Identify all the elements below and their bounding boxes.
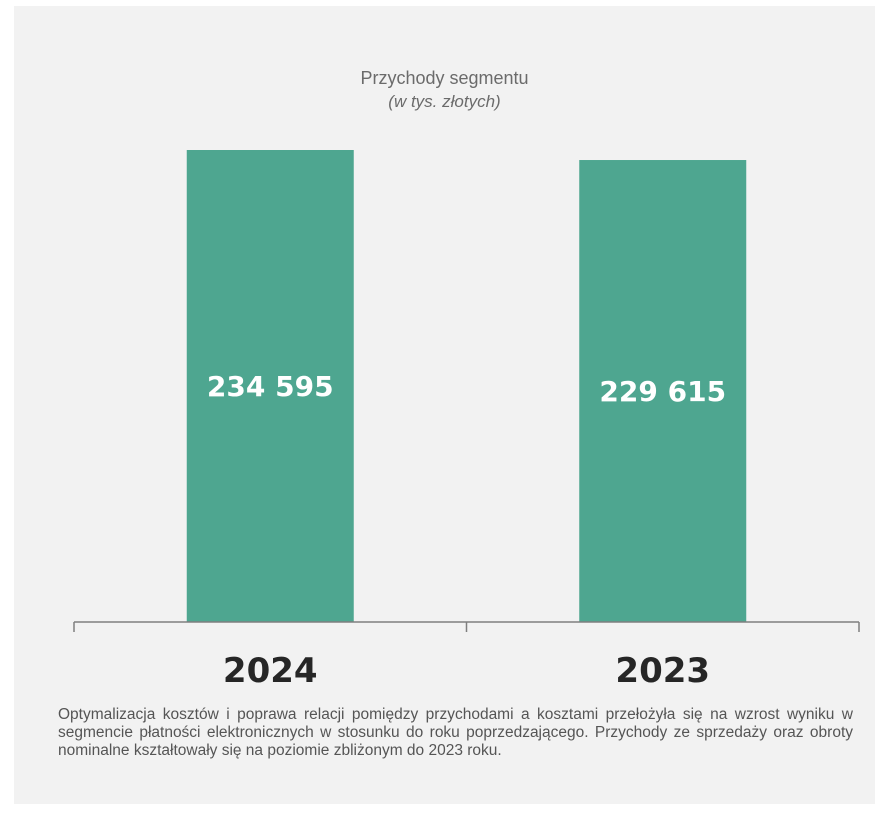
chart-subtitle: (w tys. złotych): [388, 92, 501, 111]
chart-title: Przychody segmentu: [360, 68, 529, 88]
chart-panel: Przychody segmentu (w tys. złotych) 234 …: [14, 6, 875, 804]
x-axis: [73, 621, 860, 632]
bar-2024: [186, 150, 354, 622]
data-label-2023: 229 615: [599, 375, 726, 408]
data-label-2024: 234 595: [207, 370, 334, 403]
labels-layer: 234 595 2024 229 615 2023: [207, 370, 726, 691]
bar-chart: 234 595 2024 229 615 2023: [73, 150, 860, 691]
x-tick-label-2024: 2024: [223, 651, 318, 691]
description-text: Optymalizacja kosztów i poprawa relacji …: [58, 706, 853, 759]
x-tick-label-2023: 2023: [615, 651, 710, 691]
bars-layer: [186, 150, 747, 622]
bar-2023: [579, 160, 747, 622]
